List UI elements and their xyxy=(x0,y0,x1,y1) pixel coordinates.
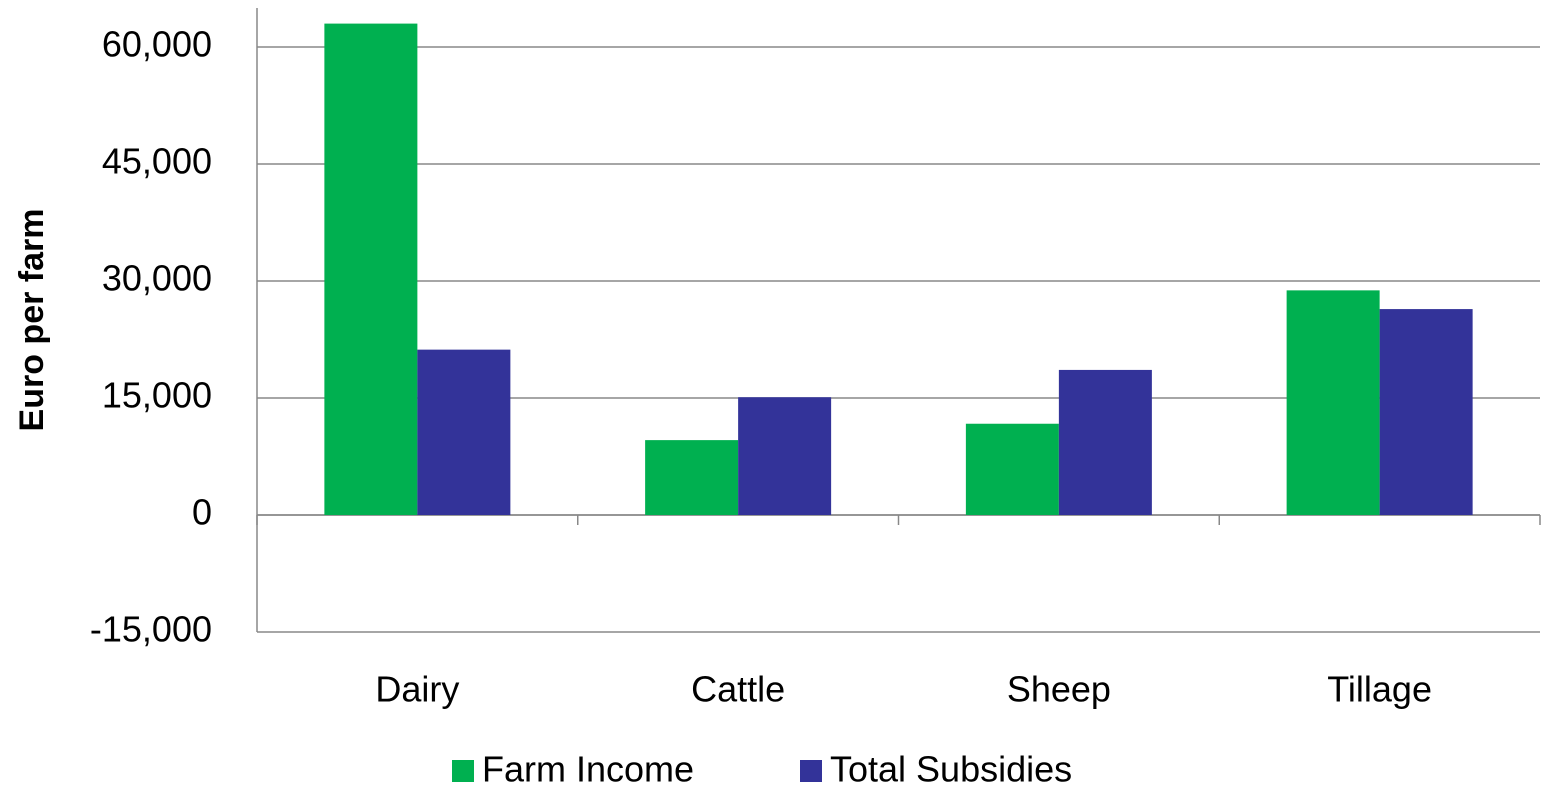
x-tick-label: Dairy xyxy=(375,669,459,710)
x-tick-label: Tillage xyxy=(1327,669,1432,710)
x-tick-label: Cattle xyxy=(691,669,785,710)
y-tick-label: 60,000 xyxy=(102,24,212,65)
y-tick-label: -15,000 xyxy=(90,609,212,650)
y-axis-title: Euro per farm xyxy=(13,209,51,432)
legend-label: Farm Income xyxy=(482,749,694,790)
bar xyxy=(417,349,511,515)
bar xyxy=(645,440,739,515)
bar xyxy=(324,23,418,515)
y-tick-label: 45,000 xyxy=(102,141,212,182)
bar xyxy=(1379,309,1473,515)
bar xyxy=(1286,290,1380,515)
y-tick-label: 15,000 xyxy=(102,375,212,416)
bar xyxy=(738,397,832,515)
legend-label: Total Subsidies xyxy=(830,749,1072,790)
bar xyxy=(965,423,1059,515)
y-tick-label: 30,000 xyxy=(102,258,212,299)
y-tick-label: 0 xyxy=(192,492,212,533)
bar xyxy=(1058,369,1152,515)
legend-swatch xyxy=(452,760,474,782)
x-tick-label: Sheep xyxy=(1007,669,1111,710)
legend-swatch xyxy=(800,760,822,782)
